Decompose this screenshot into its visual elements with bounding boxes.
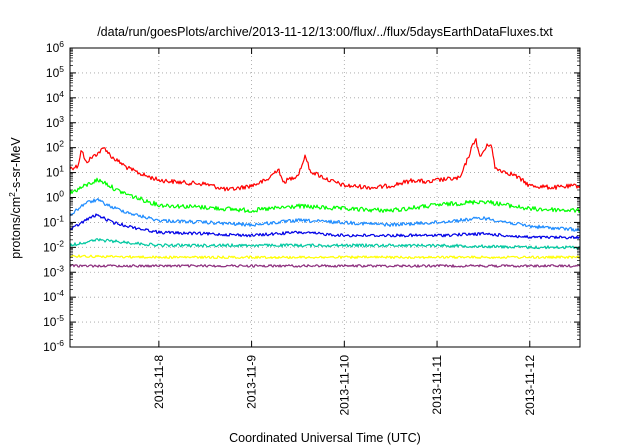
y-tick-base: 10: [43, 290, 57, 304]
series-line: [69, 264, 581, 268]
y-tick-label: 105: [46, 64, 64, 80]
x-tick-label: 2013-11-8: [152, 355, 166, 409]
x-tick-label: 2013-11-10: [337, 355, 351, 416]
series-group: [69, 138, 581, 268]
y-tick-exponent: 0: [59, 189, 64, 199]
x-axis-label: Coordinated Universal Time (UTC): [229, 431, 421, 445]
y-tick-label: 10-4: [43, 288, 64, 304]
series-line: [69, 198, 581, 232]
y-tick-exponent: 5: [59, 64, 64, 74]
y-tick-base: 10: [46, 66, 60, 80]
y-tick-base: 10: [46, 41, 60, 55]
x-tick-label: 2013-11-9: [245, 355, 259, 409]
y-tick-label: 102: [46, 139, 64, 155]
series-line: [69, 177, 581, 213]
y-tick-exponent: 6: [59, 39, 64, 49]
y-tick-base: 10: [46, 116, 60, 130]
y-tick-base: 10: [46, 166, 60, 180]
x-tick-label: 2013-11-12: [523, 355, 537, 416]
y-tick-label: 106: [46, 39, 64, 55]
y-tick-base: 10: [43, 215, 57, 229]
y-tick-label: 104: [46, 89, 64, 105]
y-tick-base: 10: [43, 240, 57, 254]
y-tick-base: 10: [43, 265, 57, 279]
y-tick-exponent: -5: [56, 313, 64, 323]
x-tick-label: 2013-11-11: [430, 355, 444, 415]
y-tick-exponent: -1: [56, 213, 64, 223]
y-axis-label-suffix: -s-sr-MeV: [9, 137, 23, 193]
y-tick-label: 101: [46, 164, 64, 180]
y-tick-exponent: -3: [56, 263, 64, 273]
x-axis-ticks: 2013-11-8 2013-11-9 2013-11-10 2013-11-11 20…: [152, 48, 537, 416]
y-tick-exponent: 3: [59, 114, 64, 124]
y-tick-exponent: -4: [56, 288, 64, 298]
y-tick-label: 10-2: [43, 238, 64, 254]
y-tick-base: 10: [43, 340, 57, 354]
chart-title: /data/run/goesPlots/archive/2013-11-12/1…: [97, 25, 553, 39]
y-tick-exponent: -2: [56, 238, 64, 248]
y-axis-label-sup: 2: [7, 192, 17, 197]
y-tick-label: 10-1: [43, 213, 64, 229]
y-axis-label: protons/cm2-s-sr-MeV: [7, 137, 23, 259]
y-tick-exponent: -6: [56, 338, 64, 348]
y-tick-label: 100: [46, 189, 64, 205]
y-tick-label: 10-3: [43, 263, 64, 279]
grid-lines: [70, 48, 580, 347]
y-axis-label-prefix: protons/cm: [9, 197, 23, 259]
y-tick-label: 103: [46, 114, 64, 130]
series-line: [69, 238, 581, 250]
y-tick-base: 10: [46, 141, 60, 155]
y-axis-ticks: 10610510410310210110010-110-210-310-410-…: [43, 39, 580, 354]
series-line: [69, 138, 581, 192]
y-tick-base: 10: [46, 91, 60, 105]
y-tick-label: 10-5: [43, 313, 64, 329]
y-tick-exponent: 1: [59, 164, 64, 174]
y-tick-base: 10: [46, 191, 60, 205]
y-tick-base: 10: [43, 315, 57, 329]
y-tick-exponent: 2: [59, 139, 64, 149]
series-line: [69, 213, 581, 240]
y-tick-exponent: 4: [59, 89, 64, 99]
y-tick-label: 10-6: [43, 338, 64, 354]
series-line: [69, 254, 581, 260]
plot-frame: [69, 47, 581, 348]
